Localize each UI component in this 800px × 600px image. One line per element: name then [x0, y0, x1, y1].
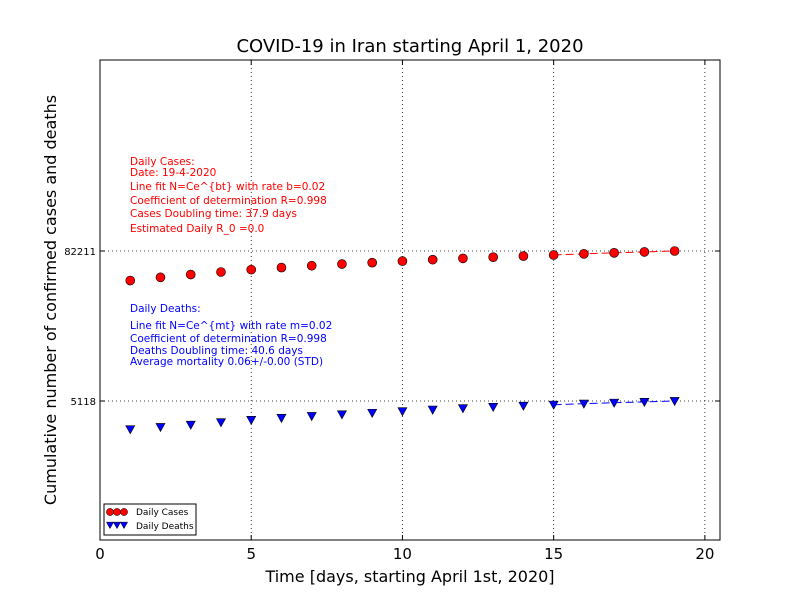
deaths-point	[185, 420, 196, 430]
deaths-point	[609, 398, 620, 408]
cases-ann-doubling: Cases Doubling time: 37.9 days	[130, 208, 297, 220]
axis-ticks: 0 5 10 15 20 82211 5118	[64, 60, 720, 563]
deaths-point	[518, 401, 529, 411]
cases-point	[669, 246, 680, 256]
deaths-point	[306, 412, 317, 422]
cases-point	[155, 272, 166, 283]
chart-title: COVID-19 in Iran starting April 1, 2020	[236, 36, 583, 57]
cases-ann-date: Date: 19-4-2020	[130, 167, 216, 179]
deaths-point	[488, 403, 499, 413]
cases-point	[216, 267, 226, 277]
cases-point	[548, 250, 559, 260]
deaths-point	[367, 408, 378, 418]
cases-point	[458, 253, 468, 264]
cases-ann-fit: Line fit N=Ce^{bt} with rate b=0.02	[130, 181, 325, 193]
deaths-ann-doubling: Deaths Doubling time: 40.6 days	[130, 345, 303, 357]
legend-cases-marker	[106, 508, 114, 516]
cases-ann-r: Coefficient of determination R=0.998	[130, 195, 327, 207]
deaths-point	[336, 410, 347, 420]
deaths-ann-r: Coefficient of determination R=0.998	[130, 333, 327, 345]
cases-point	[337, 259, 347, 269]
cases-point	[427, 254, 438, 265]
y-tick-label: 82211	[64, 247, 96, 258]
legend-deaths-marker	[105, 521, 115, 530]
cases-point	[306, 260, 317, 271]
y-tick-label: 5118	[71, 397, 96, 408]
cases-point	[609, 248, 619, 258]
x-axis-label: Time [days, starting April 1st, 2020]	[264, 567, 554, 586]
cases-ann-r0: Estimated Daily R_0 =0.0	[130, 223, 264, 235]
cases-point	[397, 256, 408, 266]
deaths-annotation: Daily Deaths: Line fit N=Ce^{mt} with ra…	[130, 303, 332, 368]
x-tick-label: 20	[695, 545, 714, 563]
deaths-point	[246, 416, 257, 426]
cases-point	[579, 249, 589, 259]
deaths-point	[639, 398, 650, 408]
x-tick-label: 5	[246, 545, 256, 563]
x-tick-label: 10	[393, 545, 412, 563]
deaths-ann-fit: Line fit N=Ce^{mt} with rate m=0.02	[130, 320, 332, 332]
cases-point	[276, 262, 287, 273]
deaths-point	[457, 404, 468, 414]
cases-point	[518, 251, 529, 261]
deaths-point	[578, 399, 589, 409]
cases-point	[488, 252, 498, 262]
deaths-point	[427, 405, 438, 415]
deaths-ann-header: Daily Deaths:	[130, 303, 201, 315]
deaths-point	[397, 407, 408, 417]
y-axis-label: Cumulative number of confirmed cases and…	[41, 95, 60, 505]
cases-point	[185, 269, 196, 280]
legend-label-deaths: Daily Deaths	[136, 522, 194, 532]
deaths-point	[155, 423, 166, 433]
deaths-point	[548, 400, 559, 410]
deaths-point	[669, 397, 680, 407]
cases-point	[246, 264, 257, 275]
cases-point	[367, 257, 377, 268]
cases-point	[639, 247, 650, 257]
deaths-point	[276, 414, 287, 424]
legend: Daily Cases Daily Deaths	[103, 503, 197, 536]
legend-cases-marker	[120, 508, 128, 516]
legend-marks	[105, 508, 129, 530]
data-marks	[125, 246, 680, 435]
x-tick-label: 0	[95, 545, 105, 563]
cases-ann-header: Daily Cases:	[130, 156, 195, 168]
plot-area-frame	[99, 59, 721, 541]
deaths-ann-mortality: Average mortality 0.06+/-0.00 (STD)	[130, 356, 323, 368]
x-tick-label: 15	[544, 545, 563, 563]
deaths-point	[125, 425, 136, 435]
cases-point	[125, 275, 136, 286]
legend-label-cases: Daily Cases	[136, 508, 189, 518]
deaths-point	[215, 418, 226, 428]
grid	[100, 60, 720, 540]
cases-annotation: Daily Cases: Date: 19-4-2020 Line fit N=…	[130, 156, 327, 235]
fit-lines	[553, 250, 675, 406]
legend-deaths-marker	[119, 521, 129, 530]
legend-cases-marker	[113, 508, 121, 516]
legend-deaths-marker	[112, 521, 122, 530]
